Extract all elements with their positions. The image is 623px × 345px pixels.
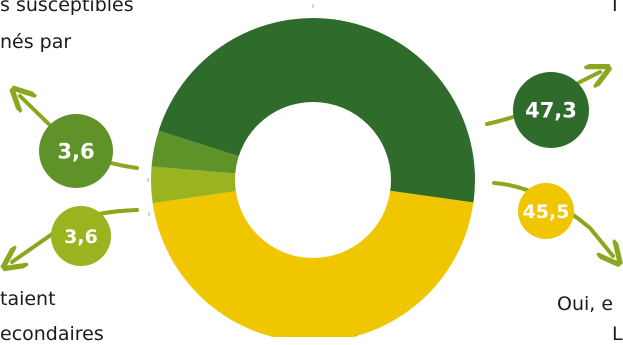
bottom-left-text-line1: taient <box>0 288 56 310</box>
slice-small-b <box>151 166 313 204</box>
value-bubble-small-b-circle <box>51 206 111 266</box>
value-bubble-oui-label: 45,5 <box>523 201 570 223</box>
value-bubble-small-b: 3,6 <box>51 206 111 266</box>
top-left-text-line2: nés par <box>0 31 72 53</box>
value-bubble-non-label: 47,3 <box>525 99 577 123</box>
donut-hole <box>235 102 391 258</box>
value-bubble-small-a-label: 3,6 <box>57 140 94 164</box>
value-bubble-oui-circle <box>518 183 574 239</box>
value-bubble-small-b-label: 3,6 <box>64 226 98 248</box>
slice-oui <box>152 180 474 337</box>
value-bubble-small-a: 3,6 <box>39 114 113 188</box>
donut-chart: 47,3 45,5 3,6 3,6 <box>0 4 623 337</box>
top-right-text: I <box>612 0 618 16</box>
value-bubble-non-circle <box>513 72 589 148</box>
value-bubble-non: 47,3 <box>513 72 589 148</box>
tiny-tick-marks <box>147 4 357 337</box>
value-bubble-oui: 45,5 <box>518 183 574 239</box>
top-left-text-line1: s susceptibles <box>0 0 134 16</box>
value-bubbles: 47,3 45,5 3,6 3,6 <box>39 72 589 266</box>
bottom-right-text-line2: L <box>612 323 623 345</box>
value-bubble-small-a-circle <box>39 114 113 188</box>
bottom-right-text-line1: Oui, e <box>557 293 614 315</box>
